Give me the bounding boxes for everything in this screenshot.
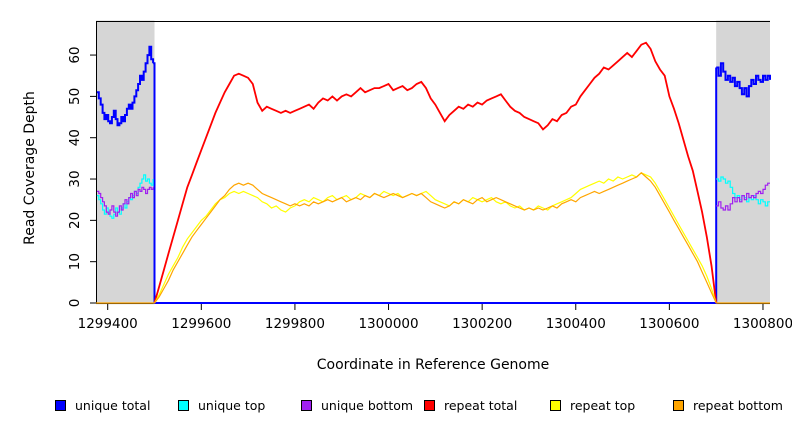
- legend-item-unique-total: unique total: [55, 398, 150, 413]
- legend-label-repeat-top: repeat top: [570, 398, 636, 413]
- legend-label-unique-top: unique top: [198, 398, 266, 413]
- y-tick-label: 0: [67, 299, 83, 308]
- y-tick-label: 40: [67, 129, 83, 146]
- legend-swatch-repeat-top: [550, 400, 561, 411]
- x-tick-label: 1299400: [78, 316, 138, 332]
- x-tick-label: 1300800: [733, 316, 792, 332]
- y-tick-label: 20: [67, 212, 83, 229]
- legend-item-repeat-top: repeat top: [550, 398, 635, 413]
- x-tick-label: 1299600: [171, 316, 231, 332]
- x-axis-title: Coordinate in Reference Genome: [316, 357, 550, 373]
- x-tick-label: 1300200: [452, 316, 512, 332]
- y-tick-label: 60: [67, 46, 83, 63]
- legend-label-unique-total: unique total: [75, 398, 151, 413]
- legend-label-repeat-bottom: repeat bottom: [693, 398, 783, 413]
- plot-canvas: 1299400 1299600 1299800 1300000 1300200 13004…: [67, 20, 792, 332]
- shaded-region-right: [716, 20, 770, 305]
- legend-swatch-repeat-total: [424, 400, 435, 411]
- legend-swatch-unique-top: [178, 400, 189, 411]
- x-tick-label: 1299800: [265, 316, 325, 332]
- legend-swatch-unique-total: [55, 400, 66, 411]
- series-repeat-top: [153, 172, 717, 304]
- series-unique-bottom: [716, 182, 770, 211]
- y-tick-label: 30: [67, 170, 83, 187]
- legend-item-repeat-total: repeat total: [424, 398, 517, 413]
- x-tick-label: 1300600: [639, 316, 699, 332]
- x-tick-label: 1300400: [546, 316, 606, 332]
- legend-label-unique-bottom: unique bottom: [321, 398, 414, 413]
- legend-label-repeat-total: repeat total: [444, 398, 518, 413]
- series-unique-bottom: [96, 186, 154, 217]
- legend-item-unique-bottom: unique bottom: [301, 398, 413, 413]
- legend-swatch-repeat-bottom: [673, 400, 684, 411]
- series-repeat-bottom: [154, 171, 717, 304]
- y-tick-label: 50: [67, 88, 83, 105]
- series-unique-total: [96, 45, 155, 127]
- series-unique-total: [716, 62, 771, 98]
- y-tick-label: 10: [67, 253, 83, 270]
- legend: unique total unique top unique bottom repea…: [0, 398, 792, 422]
- y-axis-title: Read Coverage Depth: [22, 91, 38, 245]
- legend-item-repeat-bottom: repeat bottom: [673, 398, 783, 413]
- series-repeat-total: [153, 41, 718, 304]
- legend-item-unique-top: unique top: [178, 398, 265, 413]
- x-tick-label: 1300000: [358, 316, 418, 332]
- legend-swatch-unique-bottom: [301, 400, 312, 411]
